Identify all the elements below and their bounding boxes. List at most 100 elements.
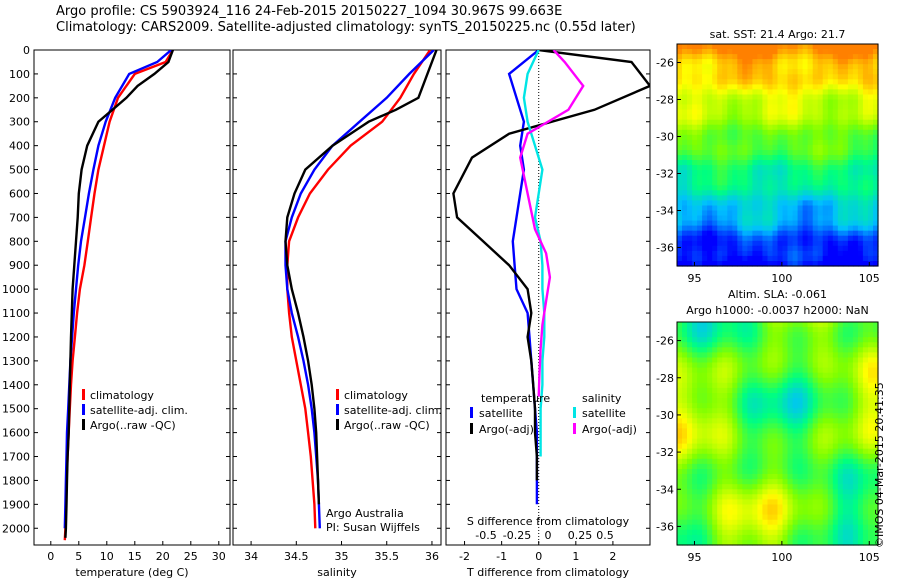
heatmap-cell (852, 215, 859, 222)
heatmap-cell (787, 504, 794, 511)
heatmap-cell (827, 155, 834, 161)
heatmap-cell (702, 175, 708, 181)
heatmap-cell (842, 109, 849, 116)
heatmap-cell (792, 347, 799, 353)
heatmap-cell (827, 438, 834, 445)
heatmap-cell (827, 150, 834, 156)
heatmap-cell (847, 362, 854, 369)
heatmap-cell (742, 534, 748, 541)
heatmap-cell (752, 393, 758, 399)
heatmap-cell (717, 89, 723, 95)
heatmap-cell (702, 44, 708, 50)
heatmap-cell (757, 342, 763, 348)
heatmap-cell (787, 403, 794, 409)
heatmap-cell (777, 367, 784, 374)
heatmap-cell (752, 165, 758, 171)
heatmap-cell (852, 250, 859, 257)
heatmap-cell (807, 190, 814, 196)
heatmap-cell (702, 114, 708, 121)
heatmap-cell (792, 64, 799, 70)
heatmap-cell (747, 479, 753, 485)
heatmap-cell (717, 185, 723, 191)
heatmap-cell (732, 413, 738, 419)
heatmap-cell (842, 139, 849, 146)
heatmap-cell (737, 347, 743, 353)
heatmap-cell (707, 458, 713, 465)
heatmap-cell (677, 74, 683, 80)
heatmap-cell (697, 190, 703, 196)
heatmap-cell (847, 514, 854, 521)
heatmap-cell (817, 357, 824, 364)
heatmap-cell (797, 479, 804, 485)
heatmap-cell (722, 529, 728, 536)
heatmap-cell (842, 124, 849, 131)
heatmap-cell (817, 165, 824, 171)
heatmap-cell (727, 438, 733, 445)
heatmap-cell (772, 250, 779, 257)
heatmap-cell (707, 129, 713, 136)
heatmap-cell (752, 74, 758, 80)
heatmap-cell (692, 185, 698, 191)
heatmap-cell (873, 428, 879, 435)
heatmap-cell (677, 443, 683, 450)
heatmap-cell (842, 484, 849, 490)
heatmap-cell (852, 413, 859, 419)
heatmap-cell (677, 230, 683, 237)
heatmap-cell (812, 74, 819, 80)
heatmap-cell (817, 387, 824, 394)
heatmap-cell (702, 220, 708, 227)
heatmap-cell (822, 489, 829, 495)
heatmap-cell (732, 469, 738, 475)
heatmap-cell (727, 89, 733, 95)
secondary-x-tick-label: 0.25 (568, 529, 593, 542)
heatmap-cell (752, 474, 758, 480)
heatmap-cell (727, 230, 733, 237)
heatmap-cell (767, 362, 774, 369)
heatmap-cell (727, 504, 733, 511)
heatmap-cell (862, 185, 869, 191)
heatmap-cell (737, 357, 743, 364)
heatmap-cell (702, 342, 708, 348)
heatmap-cell (717, 104, 723, 111)
heatmap-cell (792, 342, 799, 348)
heatmap-cell (868, 443, 874, 450)
heatmap-cell (752, 235, 758, 242)
heatmap-cell (772, 255, 779, 262)
heatmap-cell (782, 469, 789, 475)
heatmap-cell (677, 494, 683, 500)
heatmap-cell (787, 245, 794, 252)
heatmap-cell (802, 489, 809, 495)
heatmap-cell (757, 215, 763, 222)
heatmap-cell (812, 423, 819, 430)
heatmap-cell (752, 240, 758, 247)
heatmap-cell (782, 509, 789, 516)
heatmap-cell (757, 74, 763, 80)
heatmap-cell (827, 347, 834, 353)
heatmap-cell (802, 433, 809, 440)
heatmap-cell (707, 332, 713, 338)
heatmap-cell (837, 337, 844, 343)
heatmap-cell (802, 362, 809, 369)
heatmap-cell (677, 519, 683, 526)
heatmap-cell (692, 190, 698, 196)
heatmap-cell (777, 69, 784, 75)
heatmap-cell (857, 448, 864, 455)
heatmap-cell (837, 89, 844, 95)
heatmap-cell (687, 413, 693, 419)
heatmap-cell (837, 382, 844, 389)
heatmap-cell (772, 245, 779, 252)
heatmap-cell (717, 428, 723, 435)
heatmap-cell (842, 463, 849, 470)
heatmap-cell (722, 332, 728, 338)
heatmap-cell (682, 423, 688, 430)
heatmap-cell (777, 200, 784, 206)
heatmap-cell (692, 134, 698, 141)
heatmap-cell (697, 382, 703, 389)
heatmap-cell (827, 79, 834, 85)
heatmap-cell (807, 49, 814, 55)
heatmap-cell (757, 205, 763, 212)
heatmap-cell (727, 398, 733, 404)
heatmap-cell (847, 99, 854, 106)
heatmap-cell (842, 235, 849, 242)
heatmap-cell (842, 504, 849, 511)
